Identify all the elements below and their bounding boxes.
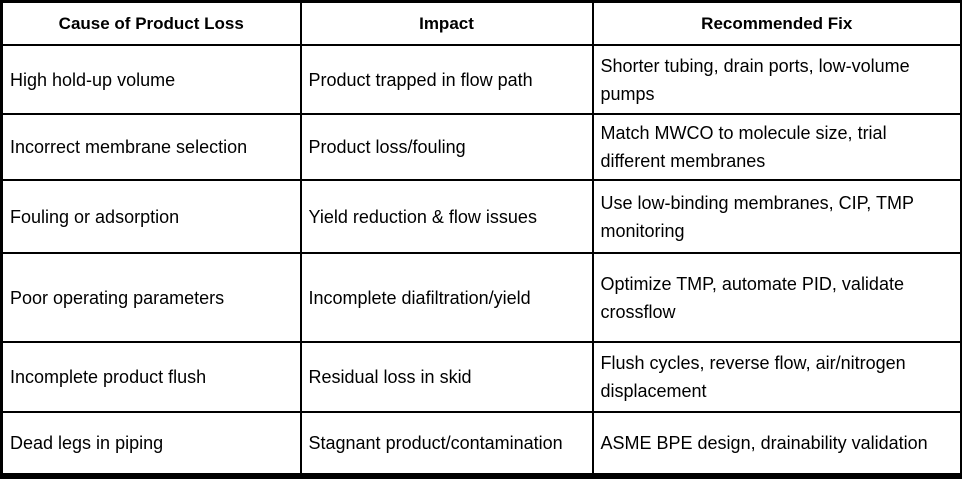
table-row: Incomplete product flush Residual loss i… [0,341,962,413]
cell-cause: High hold-up volume [0,44,302,115]
table-row: Fouling or adsorption Yield reduction & … [0,179,962,254]
table-row: High hold-up volume Product trapped in f… [0,44,962,115]
cell-impact: Product trapped in flow path [299,44,594,115]
cell-cause: Incorrect membrane selection [0,113,302,181]
cell-impact: Stagnant product/contamination [299,411,594,477]
cell-fix: Shorter tubing, drain ports, low-volume … [591,44,962,115]
cell-fix: Match MWCO to molecule size, trial diffe… [591,113,962,181]
header-row: Cause of Product Loss Impact Recommended… [0,0,962,46]
table-row: Poor operating parameters Incomplete dia… [0,252,962,343]
cell-cause: Dead legs in piping [0,411,302,477]
cell-cause: Fouling or adsorption [0,179,302,254]
cell-fix: Use low-binding membranes, CIP, TMP moni… [591,179,962,254]
cell-fix: ASME BPE design, drainability validation [591,411,962,477]
column-header-impact: Impact [299,0,594,46]
cell-impact: Yield reduction & flow issues [299,179,594,254]
table-row: Dead legs in piping Stagnant product/con… [0,411,962,477]
cell-cause: Incomplete product flush [0,341,302,413]
cell-impact: Incomplete diafiltration/yield [299,252,594,343]
cell-cause: Poor operating parameters [0,252,302,343]
cell-impact: Residual loss in skid [299,341,594,413]
table-row: Incorrect membrane selection Product los… [0,113,962,181]
cell-impact: Product loss/fouling [299,113,594,181]
cell-fix: Flush cycles, reverse flow, air/nitrogen… [591,341,962,413]
column-header-cause: Cause of Product Loss [0,0,302,46]
cell-fix: Optimize TMP, automate PID, validate cro… [591,252,962,343]
column-header-fix: Recommended Fix [591,0,962,46]
